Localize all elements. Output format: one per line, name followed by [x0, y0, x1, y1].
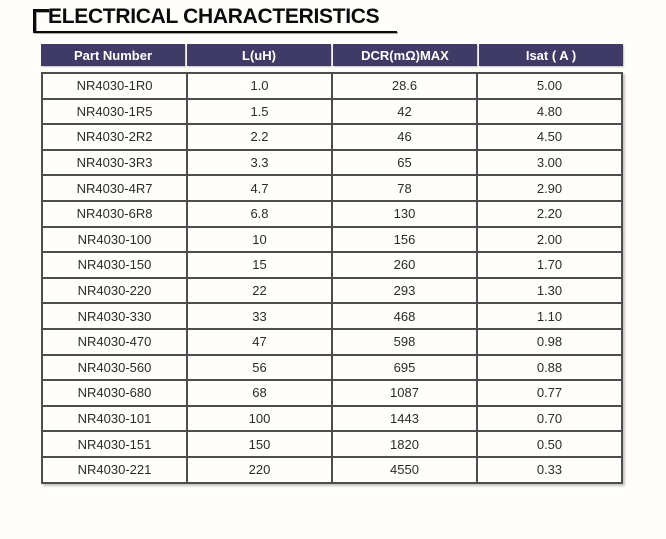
- table-cell: 0.33: [476, 455, 623, 484]
- table-row: NR4030-3R3 3.3 65 3.00: [41, 148, 623, 177]
- table-row: NR4030-6R8 6.8 130 2.20: [41, 199, 623, 228]
- table-cell: 1.70: [476, 251, 623, 279]
- table-cell: 156: [331, 225, 478, 254]
- table-cell: 1820: [331, 430, 478, 458]
- table-cell: 695: [331, 353, 478, 382]
- table-cell: 4550: [331, 455, 478, 484]
- table-cell: NR4030-560: [41, 353, 188, 382]
- table-cell: NR4030-151: [41, 430, 188, 458]
- table-row: NR4030-2R2 2.2 46 4.50: [41, 123, 623, 151]
- table-cell: NR4030-1R5: [41, 97, 188, 126]
- table-row: NR4030-680 68 1087 0.77: [41, 379, 623, 407]
- table-cell: 10: [186, 225, 333, 254]
- table-cell: 0.50: [476, 430, 623, 458]
- table-cell: NR4030-101: [41, 404, 188, 433]
- table-cell: 1.10: [476, 302, 623, 330]
- table-cell: 5.00: [476, 72, 623, 100]
- table-cell: NR4030-680: [41, 379, 188, 407]
- table-cell: 15: [186, 251, 333, 279]
- column-header-part-number: Part Number: [41, 44, 185, 66]
- table-cell: NR4030-470: [41, 327, 188, 356]
- table-cell: NR4030-221: [41, 455, 188, 484]
- table-cell: 4.7: [186, 174, 333, 202]
- table-cell: 1087: [331, 379, 478, 407]
- table-body: NR4030-1R0 1.0 28.6 5.00 NR4030-1R5 1.5 42 4.80…: [41, 72, 623, 484]
- table-cell: 56: [186, 353, 333, 382]
- table-cell: NR4030-4R7: [41, 174, 188, 202]
- table-cell: 0.70: [476, 404, 623, 433]
- table-cell: NR4030-6R8: [41, 199, 188, 228]
- table-cell: 46: [331, 123, 478, 151]
- table-cell: NR4030-220: [41, 276, 188, 305]
- table-cell: 42: [331, 97, 478, 126]
- table-cell: NR4030-2R2: [41, 123, 188, 151]
- table-cell: 598: [331, 327, 478, 356]
- table-cell: 130: [331, 199, 478, 228]
- table-cell: 68: [186, 379, 333, 407]
- table-row: NR4030-1R0 1.0 28.6 5.00: [41, 72, 623, 100]
- table-row: NR4030-150 15 260 1.70: [41, 251, 623, 279]
- table-cell: 2.00: [476, 225, 623, 254]
- page-title: ELECTRICAL CHARACTERISTICS: [48, 5, 380, 28]
- table-header-row: Part Number L(uH) DCR(mΩ)MAX Isat ( A ): [41, 44, 623, 66]
- table-cell: 22: [186, 276, 333, 305]
- table-cell: 1443: [331, 404, 478, 433]
- table-cell: NR4030-150: [41, 251, 188, 279]
- table-cell: 3.3: [186, 148, 333, 177]
- table-row: NR4030-4R7 4.7 78 2.90: [41, 174, 623, 202]
- column-header-isat-a: Isat ( A ): [479, 44, 623, 66]
- table-cell: NR4030-3R3: [41, 148, 188, 177]
- table-row: NR4030-330 33 468 1.10: [41, 302, 623, 330]
- table-cell: 0.98: [476, 327, 623, 356]
- table-cell: 0.77: [476, 379, 623, 407]
- table-cell: 260: [331, 251, 478, 279]
- table-row: NR4030-221 220 4550 0.33: [41, 455, 623, 484]
- table-cell: 6.8: [186, 199, 333, 228]
- table-cell: 65: [331, 148, 478, 177]
- table-cell: 2.90: [476, 174, 623, 202]
- table-row: NR4030-560 56 695 0.88: [41, 353, 623, 382]
- column-header-dcr-m-max: DCR(mΩ)MAX: [333, 44, 477, 66]
- table-cell: 468: [331, 302, 478, 330]
- table-row: NR4030-220 22 293 1.30: [41, 276, 623, 305]
- table-row: NR4030-1R5 1.5 42 4.80: [41, 97, 623, 126]
- table-cell: NR4030-330: [41, 302, 188, 330]
- table-cell: 2.20: [476, 199, 623, 228]
- table-row: NR4030-470 47 598 0.98: [41, 327, 623, 356]
- table-cell: NR4030-1R0: [41, 72, 188, 100]
- table-cell: 4.50: [476, 123, 623, 151]
- table-cell: 100: [186, 404, 333, 433]
- table-cell: 1.30: [476, 276, 623, 305]
- table-cell: 293: [331, 276, 478, 305]
- title-bracket-underline: [33, 9, 397, 33]
- table-cell: 1.5: [186, 97, 333, 126]
- characteristics-table: NR4030-1R0 1.0 28.6 5.00 NR4030-1R5 1.5 42 4.80…: [41, 72, 623, 484]
- table-cell: 220: [186, 455, 333, 484]
- table-cell: 3.00: [476, 148, 623, 177]
- table-cell: 2.2: [186, 123, 333, 151]
- table-cell: 28.6: [331, 72, 478, 100]
- table-row: NR4030-101 100 1443 0.70: [41, 404, 623, 433]
- table-cell: NR4030-100: [41, 225, 188, 254]
- table-row: NR4030-100 10 156 2.00: [41, 225, 623, 254]
- table-cell: 0.88: [476, 353, 623, 382]
- table-cell: 33: [186, 302, 333, 330]
- table-row: NR4030-151 150 1820 0.50: [41, 430, 623, 458]
- table-cell: 1.0: [186, 72, 333, 100]
- table-cell: 150: [186, 430, 333, 458]
- table-cell: 4.80: [476, 97, 623, 126]
- column-header-l-uh: L(uH): [187, 44, 331, 66]
- table-cell: 47: [186, 327, 333, 356]
- table-cell: 78: [331, 174, 478, 202]
